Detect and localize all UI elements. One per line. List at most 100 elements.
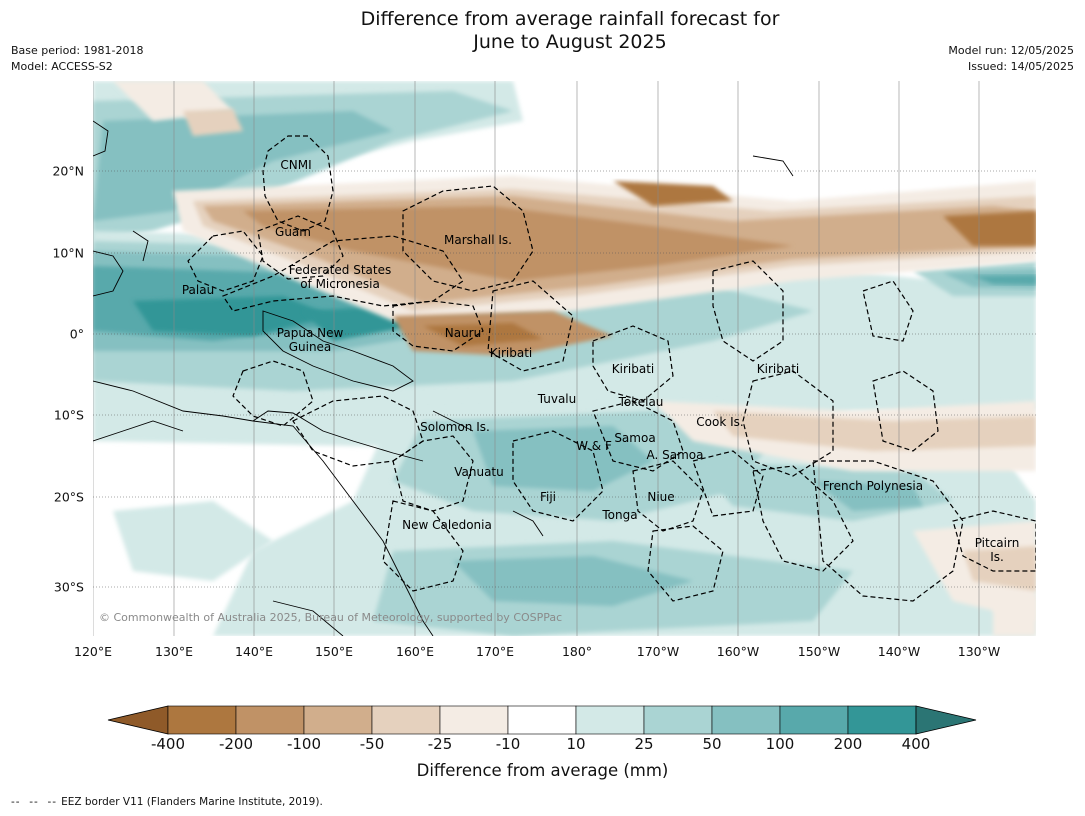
colorbar-swatch <box>167 705 237 735</box>
lat-tick-label: 10°S <box>53 407 84 423</box>
colorbar-tick-label: -10 <box>495 735 521 753</box>
anomaly-contour-g3 <box>973 275 1036 285</box>
colorbar-tick-label: -50 <box>359 735 385 753</box>
title-line-2: June to August 2025 <box>473 31 667 53</box>
colorbar-label: Difference from average (mm) <box>416 761 669 780</box>
lon-tick-label: 150°W <box>797 644 841 659</box>
region-label-line: Is. <box>990 550 1004 564</box>
anomaly-contour-g2 <box>93 111 393 221</box>
lat-tick-label: 10°N <box>52 245 84 261</box>
region-label-line: of Micronesia <box>300 277 380 291</box>
lon-tick-label: 160°W <box>716 644 760 659</box>
region-label-fsm: Federated States of Micronesia <box>289 263 391 291</box>
region-label-line: New Caledonia <box>402 518 492 532</box>
region-label-newcal: New Caledonia <box>402 518 492 532</box>
region-label-line: Marshall Is. <box>444 233 512 247</box>
region-label-kiribati-e: Kiribati <box>757 362 799 376</box>
colorbar-tick-label: 25 <box>634 735 654 753</box>
colorbar-tick-label: -25 <box>427 735 453 753</box>
region-label-frpoly: French Polynesia <box>823 479 923 493</box>
lon-tick-label: 140°E <box>234 644 274 659</box>
longitude-tick-labels: 120°E 130°E 140°E 150°E 160°E 170°E 180° 170°W 1… <box>0 644 1085 662</box>
region-label-line: Vanuatu <box>454 465 504 479</box>
anomaly-contour-g2 <box>453 556 693 606</box>
anomaly-contour-g2 <box>473 426 653 491</box>
colorbar-tick-label: 10 <box>566 735 586 753</box>
region-label-tuvalu: Tuvalu <box>537 392 577 406</box>
region-label-png: Papua New Guinea <box>277 326 344 354</box>
region-label-line: Pitcairn <box>975 536 1020 550</box>
lat-tick-label: 30°S <box>53 579 84 595</box>
region-label-wf: W & F <box>576 439 612 453</box>
colorbar-swatch <box>507 705 577 735</box>
region-label-tonga: Tonga <box>601 508 637 522</box>
anomaly-contour-b0 <box>993 596 1036 636</box>
lon-tick-label: 160°E <box>395 644 435 659</box>
eez-border <box>592 400 684 472</box>
eez-border <box>257 215 344 280</box>
region-label-line: Tuvalu <box>537 392 577 406</box>
colorbar-swatch <box>439 705 509 735</box>
colorbar-tick-label: -200 <box>218 735 254 753</box>
region-label-line: Fiji <box>540 490 556 504</box>
colorbar-tick-label: -100 <box>286 735 322 753</box>
model-run: Model run: 12/05/2025 <box>948 44 1074 57</box>
coastline <box>432 410 474 432</box>
region-label-line: Palau <box>182 283 214 297</box>
colorbar-swatch <box>575 705 645 735</box>
lon-tick-label: 150°E <box>314 644 354 659</box>
eez-border <box>632 460 704 532</box>
region-label-line: CNMI <box>280 158 311 172</box>
region-label-line: Kiribati <box>490 346 532 360</box>
region-labels: CNMI Guam Marshall Is. Federated States of M… <box>182 158 1019 564</box>
eez-border <box>487 280 574 372</box>
eez-border <box>382 500 464 592</box>
eez-border <box>402 185 534 292</box>
region-label-line: Kiribati <box>757 362 799 376</box>
colorbar-swatch <box>779 705 849 735</box>
region-label-samoa: Samoa <box>614 431 655 445</box>
region-label-line: Niue <box>647 490 674 504</box>
anomaly-contour-g0 <box>113 501 273 581</box>
eez-border <box>262 135 334 232</box>
lat-tick-label: 0° <box>69 326 84 342</box>
region-label-line: Kiribati <box>612 362 654 376</box>
region-label-cnmi: CNMI <box>280 158 311 172</box>
region-label-line: Federated States <box>289 263 391 277</box>
anomaly-contour-b3 <box>243 206 793 281</box>
region-label-line: Samoa <box>614 431 655 445</box>
region-label-line: Tonga <box>601 508 637 522</box>
lon-tick-label: 120°E <box>73 644 113 659</box>
colorbar-tick-labels: -400 -200 -100 -50 -25 -10 10 25 50 100 200 400 <box>0 735 1085 755</box>
eez-border <box>952 510 1036 572</box>
copyright-text: © Commonwealth of Australia 2025, Bureau… <box>99 611 562 624</box>
base-period: Base period: 1981-2018 <box>11 44 144 57</box>
coastline <box>93 420 184 442</box>
region-label-cook: Cook Is. <box>696 415 743 429</box>
colorbar-swatch <box>235 705 305 735</box>
issued-date: Issued: 14/05/2025 <box>967 60 1074 73</box>
region-label-niue: Niue <box>647 490 674 504</box>
lat-tick-label: 20°S <box>53 489 84 505</box>
colorbar-tick-label: 50 <box>702 735 722 753</box>
eez-border <box>712 260 784 362</box>
anomaly-contour-b1 <box>183 109 243 136</box>
region-label-line: A. Samoa <box>647 448 704 462</box>
model-name: Model: ACCESS-S2 <box>11 60 113 73</box>
coastline <box>512 510 544 537</box>
region-label-palau: Palau <box>182 283 214 297</box>
region-label-line: W & F <box>576 439 612 453</box>
eez-border <box>392 435 474 512</box>
colorbar-tick-label: 200 <box>833 735 863 753</box>
eez-border <box>752 465 854 572</box>
lon-tick-label: 180° <box>561 644 593 659</box>
anomaly-contour-b1 <box>963 546 1036 591</box>
anomaly-contour-b4 <box>423 323 543 346</box>
lon-tick-label: 140°W <box>877 644 921 659</box>
rainfall-map: CNMI Guam Marshall Is. Federated States of M… <box>93 81 1036 636</box>
region-label-line: Guam <box>275 225 311 239</box>
region-label-kiribati-w: Kiribati <box>490 346 532 360</box>
coastline <box>252 410 424 462</box>
graticule <box>93 81 1036 636</box>
eez-border <box>872 370 939 452</box>
